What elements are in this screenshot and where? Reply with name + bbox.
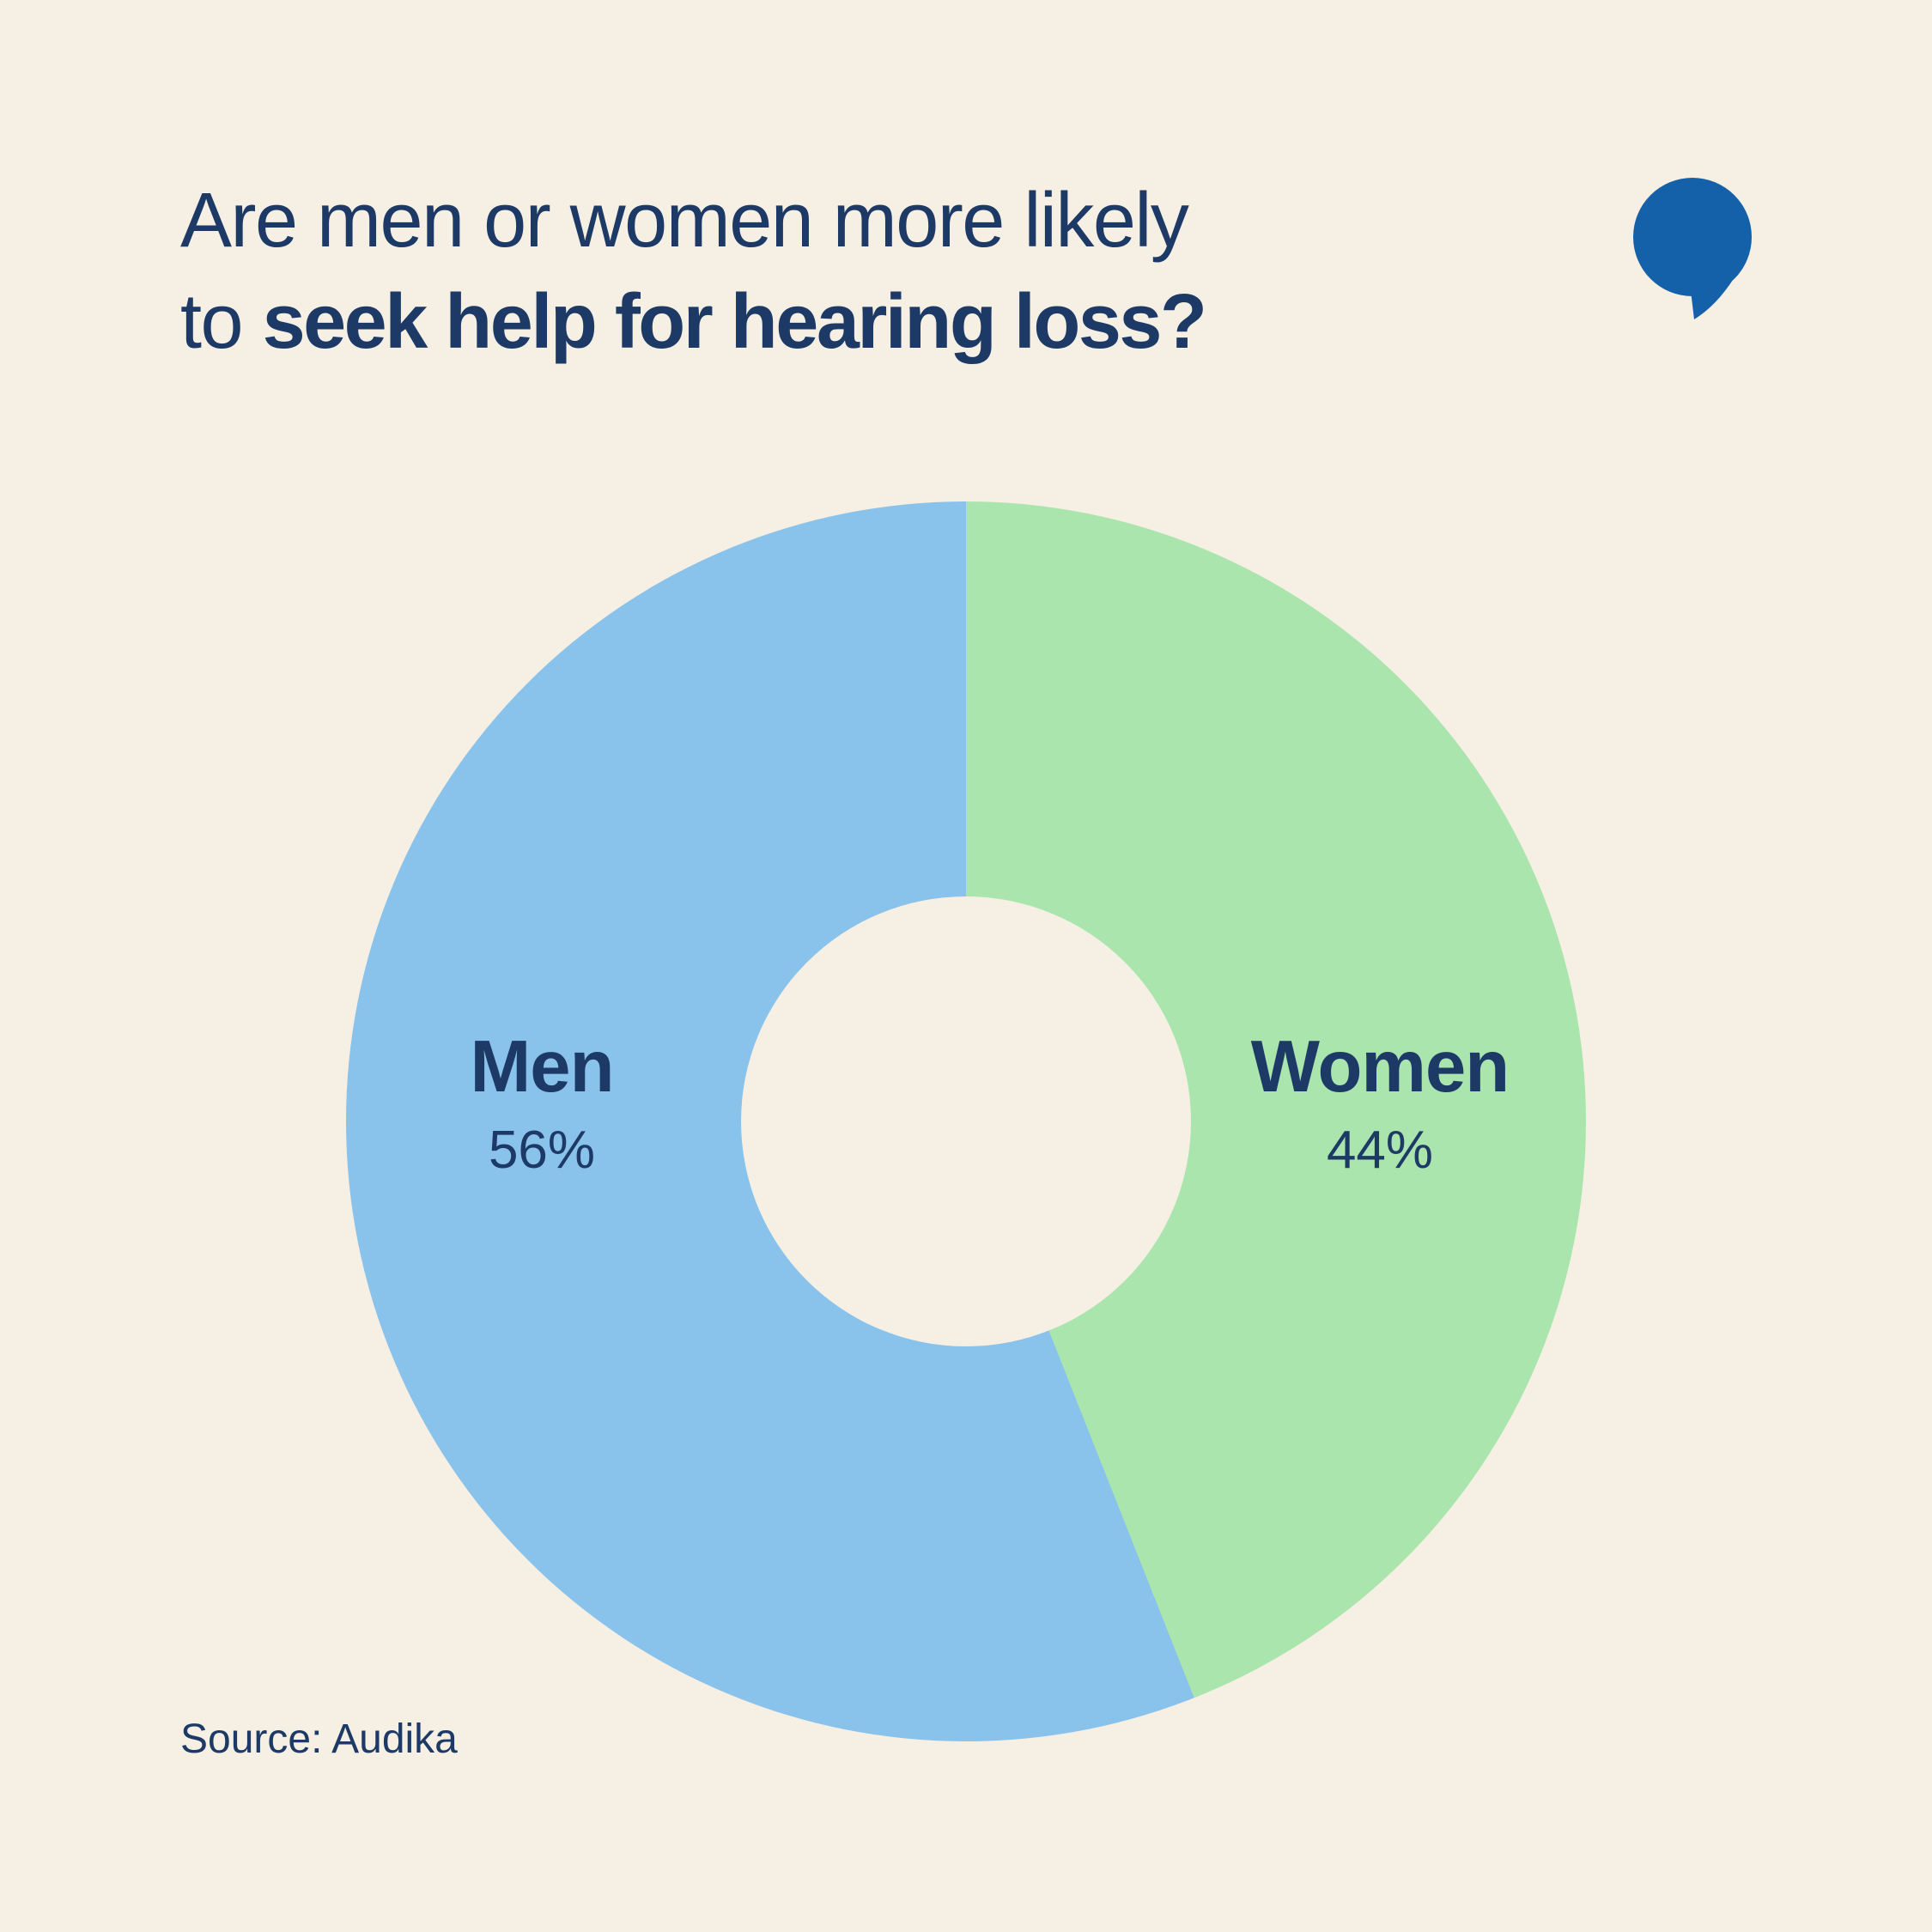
men-label: Men xyxy=(470,1026,615,1108)
title-line-2: to seek help for hearing loss? xyxy=(180,271,1207,373)
women-slice-label: Women 44% xyxy=(1250,1026,1510,1181)
title-line-1: Are men or women more likely xyxy=(180,178,1189,264)
women-percent: 44% xyxy=(1326,1120,1434,1180)
speech-bubble-icon xyxy=(1633,178,1752,319)
title-line-2-bold: seek help for hearing loss? xyxy=(262,279,1207,365)
donut-hole xyxy=(741,896,1191,1346)
men-percent: 56% xyxy=(488,1120,596,1180)
page-title: Are men or women more likely to seek hel… xyxy=(180,170,1207,373)
men-slice-label: Men 56% xyxy=(470,1026,615,1181)
title-line-2-regular: to xyxy=(180,279,263,365)
women-label: Women xyxy=(1250,1026,1510,1108)
source-attribution: Source: Audika xyxy=(180,1716,458,1762)
